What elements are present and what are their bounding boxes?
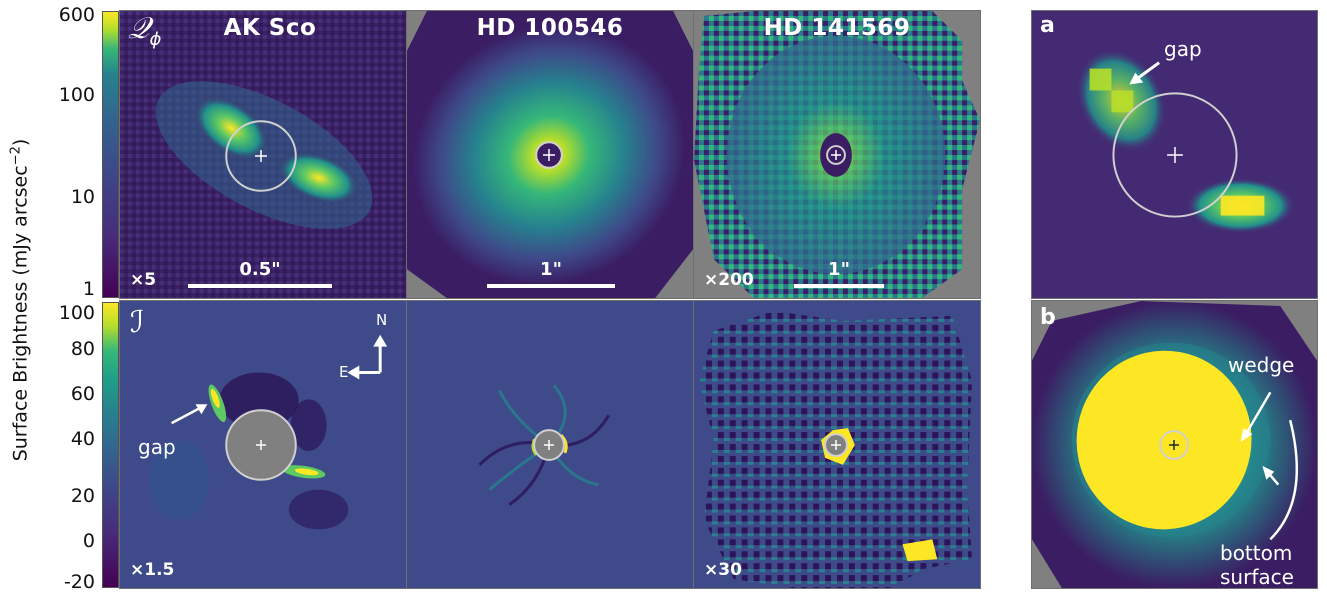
bottom-annotation: bottom xyxy=(1220,541,1293,565)
tick-label: 1 xyxy=(82,278,95,300)
multiplier-label: ×200 xyxy=(704,270,754,290)
inset-b-label: b xyxy=(1040,305,1056,330)
tick-label: 100 xyxy=(58,302,95,324)
scale-bar-label: 1" xyxy=(828,259,850,280)
tick-label: 20 xyxy=(70,485,95,507)
panel-hd100546-intensity xyxy=(406,300,694,589)
multiplier-label: ×30 xyxy=(704,560,742,580)
inset-a-image xyxy=(1032,11,1317,298)
scale-bar-label: 1" xyxy=(540,259,562,280)
inset-a-label: a xyxy=(1040,13,1055,38)
tick-label: 600 xyxy=(58,4,95,26)
tick-label: 10 xyxy=(70,186,95,208)
wedge-annotation: wedge xyxy=(1228,353,1295,377)
panel-hd100546-qphi: HD 100546 1" xyxy=(406,10,694,299)
multiplier-label: ×1.5 xyxy=(130,560,175,580)
hd141569-qphi-image xyxy=(694,11,980,298)
gap-annotation: gap xyxy=(138,435,176,459)
column-title-ak-sco: AK Sco xyxy=(223,15,317,41)
compass-north-label: N xyxy=(376,311,388,329)
column-title-hd100546: HD 100546 xyxy=(476,15,624,41)
scale-bar xyxy=(487,284,615,288)
tick-label: 0 xyxy=(82,530,95,552)
gap-annotation: gap xyxy=(1164,37,1202,61)
compass-east-label: E xyxy=(339,363,349,381)
row-label-intensity: ℐ xyxy=(130,305,145,340)
inset-a: a gap xyxy=(1031,10,1318,299)
hd100546-intensity-image xyxy=(407,301,693,588)
scale-bar xyxy=(794,284,884,288)
scale-bar xyxy=(188,284,332,288)
inset-b-image xyxy=(1032,301,1317,588)
panel-hd141569-intensity: ×30 xyxy=(693,300,981,589)
panel-ak-sco-intensity: ℐ N E gap ×1.5 xyxy=(119,300,407,589)
panel-ak-sco-qphi: 𝒬ϕ AK Sco ×5 0.5" xyxy=(119,10,407,299)
row-label-qphi: 𝒬ϕ xyxy=(128,11,162,50)
tick-label: 40 xyxy=(70,428,95,450)
ak-sco-qphi-image xyxy=(120,11,406,298)
column-title-hd141569: HD 141569 xyxy=(763,15,911,41)
top-colorbar xyxy=(102,11,119,298)
surface-annotation: surface xyxy=(1220,565,1294,589)
tick-label: 80 xyxy=(70,338,95,360)
scale-bar-label: 0.5" xyxy=(239,259,281,280)
hd141569-intensity-image xyxy=(698,310,973,588)
bottom-colorbar xyxy=(102,302,119,588)
tick-label: 60 xyxy=(70,383,95,405)
inset-b: b wedge bottom surface xyxy=(1031,300,1318,589)
tick-label: 100 xyxy=(58,84,95,106)
hd100546-qphi-image xyxy=(407,11,693,298)
ak-sco-intensity-image xyxy=(120,301,406,588)
panel-hd141569-qphi: HD 141569 ×200 1" xyxy=(693,10,981,299)
tick-label: -20 xyxy=(63,571,95,593)
multiplier-label: ×5 xyxy=(130,270,157,290)
y-axis-label: Surface Brightness (mJy arcsec−2) xyxy=(8,138,32,462)
